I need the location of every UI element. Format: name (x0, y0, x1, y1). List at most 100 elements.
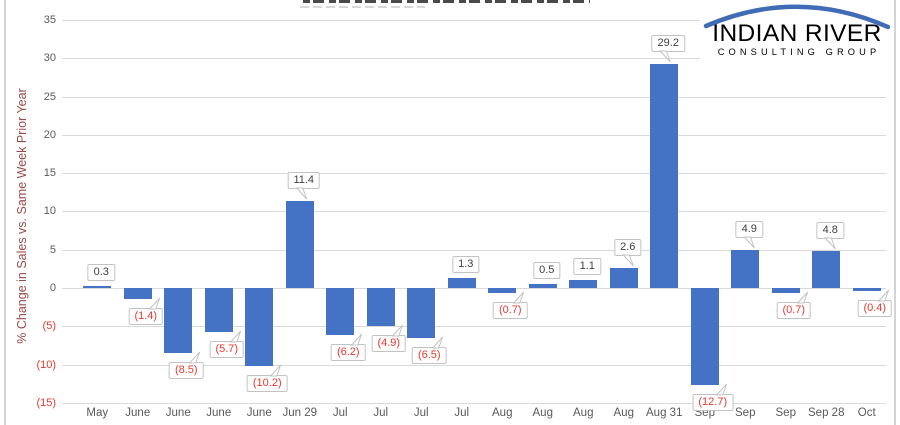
callout-pointer-icon (229, 330, 241, 343)
bar (447, 278, 476, 288)
cropped-chart-subtitle (300, 6, 425, 8)
bar (204, 288, 233, 332)
data-label-callout: 1.1 (573, 257, 601, 275)
data-label-callout: 1.3 (452, 256, 480, 274)
bar (164, 288, 193, 354)
y-tick-label: 35 (43, 13, 56, 26)
x-tick-label: June (206, 407, 232, 419)
logo-name-text: INDIAN RIVER (712, 20, 882, 47)
callout-pointer-icon (621, 254, 634, 267)
callout-pointer-icon (188, 351, 201, 364)
callout-pointer-icon (431, 336, 444, 349)
bar (731, 250, 760, 288)
bar (528, 284, 557, 288)
bar (650, 64, 679, 288)
gridline (62, 58, 886, 60)
x-tick-label: June (165, 407, 191, 419)
data-label-callout: 0.5 (533, 262, 561, 280)
y-tick-label: 20 (43, 128, 56, 141)
callout-pointer-icon (659, 50, 672, 63)
callout-pointer-icon (295, 187, 307, 200)
y-tick-label: (10) (36, 358, 56, 371)
y-tick-label: 0 (49, 282, 56, 294)
data-label-callout: (0.7) (776, 292, 812, 320)
page-left-border (4, 0, 6, 425)
page-right-border (894, 0, 896, 425)
callout-pointer-icon (877, 289, 889, 302)
data-label-callout: 4.9 (735, 221, 763, 249)
y-tick-label: 10 (43, 205, 56, 218)
bar (407, 288, 436, 338)
data-label-callout: (5.7) (209, 330, 245, 358)
x-tick-label: Sep (735, 407, 756, 419)
bar (245, 288, 274, 367)
callout-pointer-icon (824, 237, 837, 250)
bar (690, 288, 719, 386)
x-tick-label: Jul (454, 407, 470, 419)
callout-pointer-icon (269, 364, 282, 377)
data-label-callout: (10.2) (246, 364, 288, 393)
data-label-callout: 0.3 (87, 263, 115, 281)
callout-pointer-icon (796, 292, 808, 304)
data-label-callout: (8.5) (168, 351, 204, 380)
bar (83, 285, 112, 288)
gridline (62, 134, 886, 136)
data-label-callout: 4.8 (816, 222, 844, 250)
callout-pointer-icon (148, 297, 160, 310)
bar (285, 200, 314, 288)
x-tick-label: June (246, 407, 272, 419)
callout-pointer-icon (715, 383, 727, 396)
x-tick-label: Sep (775, 407, 796, 419)
x-tick-label: Jul (373, 407, 389, 419)
callout-pointer-icon (743, 236, 756, 249)
gridline (62, 326, 886, 328)
y-tick-label: 30 (43, 52, 56, 65)
x-tick-label: Aug (492, 407, 513, 419)
y-tick-label: 5 (49, 243, 56, 256)
bar (609, 268, 638, 288)
x-tick-label: Jul (332, 407, 348, 419)
logo-arc-icon (703, 4, 891, 30)
x-tick-label: Oct (857, 407, 876, 419)
data-label-callout: 2.6 (614, 239, 642, 267)
y-tick-label: (5) (42, 320, 56, 333)
gridline (62, 19, 886, 21)
logo-tagline-text: CONSULTING GROUP (717, 47, 881, 57)
gridline (62, 402, 886, 404)
bar (326, 288, 355, 336)
data-label-callout: (12.7) (692, 383, 734, 412)
x-tick-label: Jun 29 (282, 407, 318, 419)
cropped-chart-title (303, 0, 590, 3)
bar (488, 288, 517, 294)
gridline (62, 173, 886, 175)
x-tick-label: Aug (573, 407, 594, 419)
bar (569, 279, 598, 288)
y-tick-label: 25 (43, 90, 56, 103)
data-label-callout: (6.2) (330, 334, 366, 362)
gridline (62, 96, 886, 98)
bar (812, 251, 841, 288)
x-tick-label: June (125, 407, 151, 419)
bar (852, 288, 881, 292)
bar (771, 288, 800, 294)
x-tick-label: Aug 31 (646, 407, 683, 419)
x-tick-label: Aug (532, 407, 553, 419)
x-tick-label: May (86, 407, 109, 419)
gridline (62, 288, 886, 289)
callout-pointer-icon (391, 324, 403, 337)
data-label-callout: 29.2 (651, 35, 685, 63)
data-label-callout: (1.4) (128, 297, 164, 325)
callout-pointer-icon (350, 334, 363, 346)
data-label-callout: (0.7) (492, 292, 528, 320)
y-tick-label: 15 (43, 167, 56, 180)
x-tick-label: Aug (613, 407, 634, 419)
data-label-callout: (0.4) (857, 289, 893, 318)
data-label-callout: 11.4 (287, 171, 321, 200)
data-label-callout: (6.5) (411, 336, 447, 364)
gridline (62, 211, 886, 213)
x-tick-label: Jul (413, 407, 429, 419)
x-tick-label: Sep 28 (808, 407, 845, 419)
callout-pointer-icon (512, 292, 525, 304)
